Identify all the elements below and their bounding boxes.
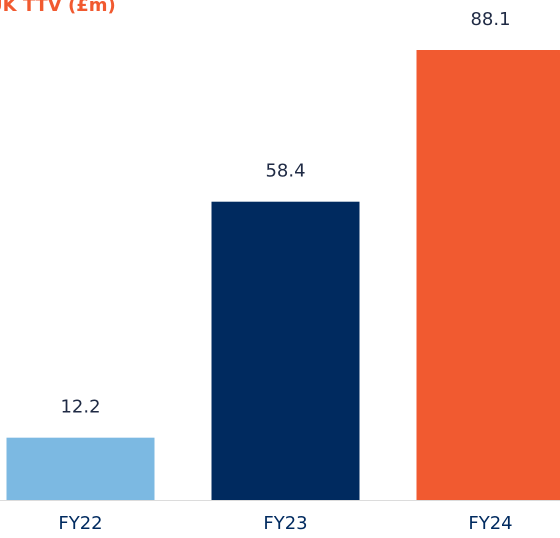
bar bbox=[6, 437, 155, 500]
x-tick-label: FY23 bbox=[263, 513, 307, 534]
value-label: 58.4 bbox=[265, 161, 305, 182]
value-label: 88.1 bbox=[470, 9, 510, 30]
x-tick-label: FY22 bbox=[58, 513, 102, 534]
chart-title: UK TTV (£m) bbox=[0, 0, 116, 16]
bar bbox=[416, 50, 560, 500]
bar bbox=[211, 201, 360, 500]
x-tick-label: FY24 bbox=[468, 513, 512, 534]
value-label: 12.2 bbox=[60, 397, 100, 418]
